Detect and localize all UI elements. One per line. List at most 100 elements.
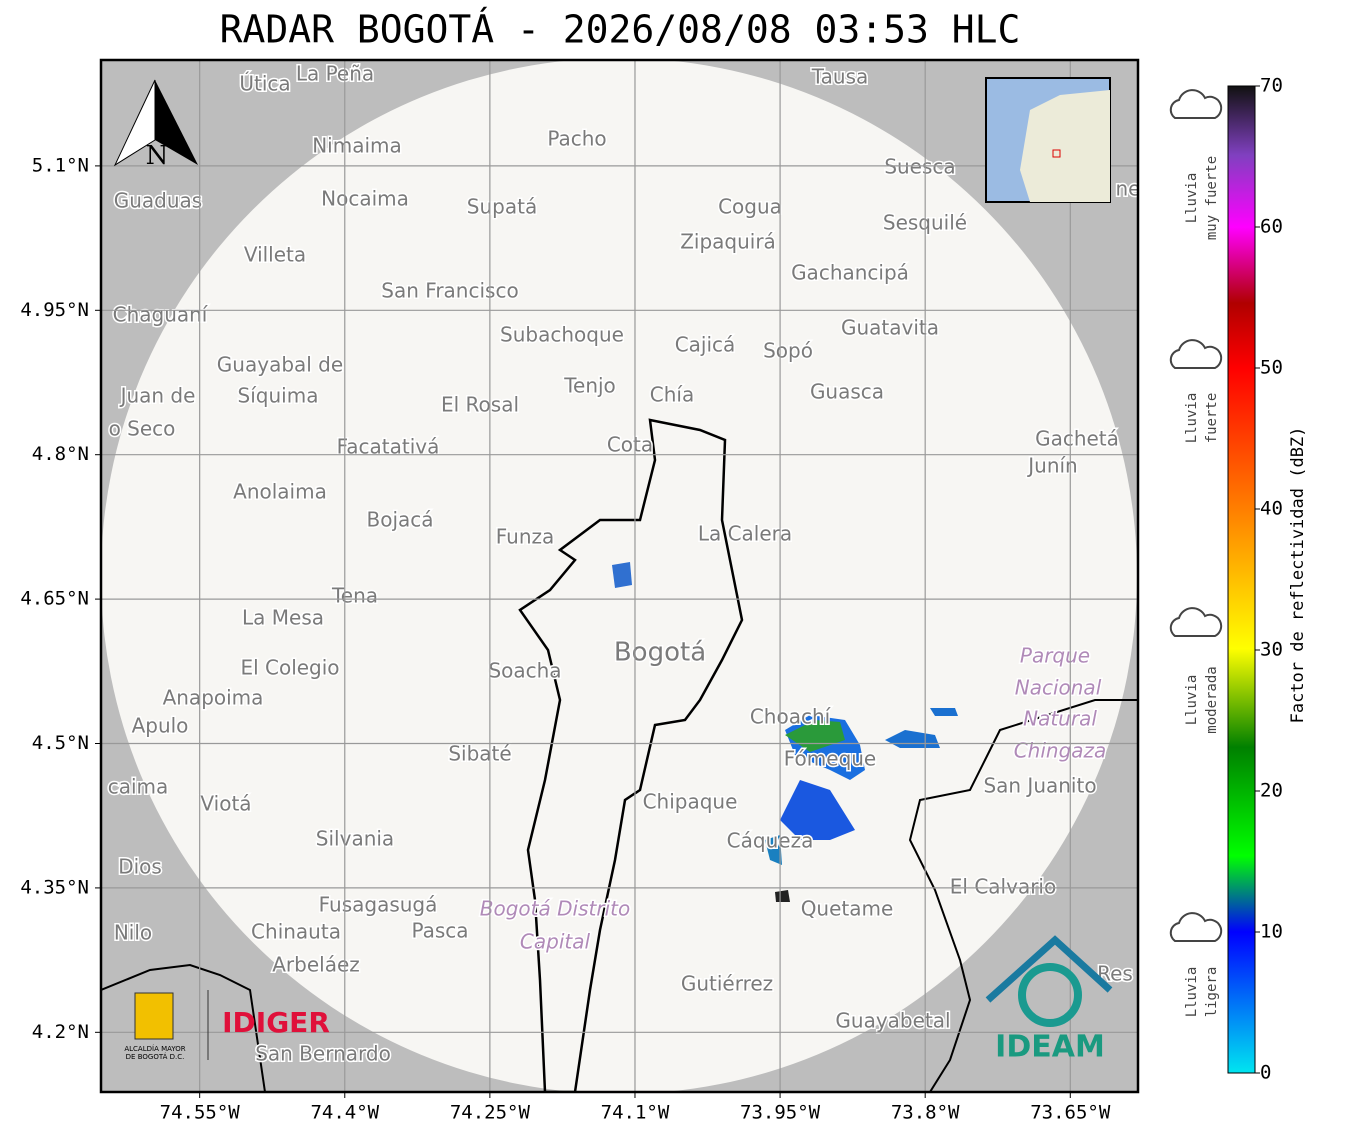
- y-tick-label: 5.1°N: [32, 154, 89, 176]
- place-label: Sopó: [763, 339, 813, 363]
- place-label: Cogua: [718, 195, 782, 219]
- place-label: Guayabetal: [835, 1009, 950, 1033]
- x-tick-label: 73.65°W: [1030, 1102, 1111, 1124]
- map: Útica La Peña Tausa Pacho Nimaima Guaduas Noca…: [101, 60, 1141, 1092]
- place-label: Pasca: [411, 919, 468, 943]
- y-tick-label: 4.2°N: [32, 1021, 89, 1043]
- place-label: Bogotá: [614, 638, 706, 668]
- place-label: Parque: [1020, 644, 1090, 668]
- place-label: Nimaima: [312, 134, 402, 158]
- place-label: Tena: [331, 584, 378, 608]
- place-label: San Juanito: [983, 774, 1096, 798]
- place-label: Chipaque: [643, 790, 738, 814]
- place-label: Villeta: [244, 243, 306, 267]
- y-tick-label: 4.95°N: [20, 299, 89, 321]
- place-label: Cajicá: [675, 333, 736, 357]
- place-label: Quetame: [801, 897, 894, 921]
- rain-icon: [1169, 912, 1223, 942]
- rain-icon: [1169, 607, 1223, 637]
- place-label: Tenjo: [563, 374, 616, 398]
- place-label: Capital: [520, 930, 591, 954]
- place-label: Cáqueza: [727, 829, 814, 853]
- place-label: Chía: [650, 383, 694, 407]
- idiger-logo: IDIGER: [222, 1006, 330, 1039]
- place-label: Sibaté: [448, 742, 511, 766]
- place-label: El Colegio: [240, 656, 339, 680]
- rain-icon: [1169, 89, 1223, 119]
- y-tick-label: 4.5°N: [32, 732, 89, 754]
- place-label: ne: [1116, 177, 1141, 201]
- place-label: Soacha: [488, 659, 561, 683]
- place-label: Guatavita: [841, 316, 939, 340]
- y-tick-label: 4.8°N: [32, 443, 89, 465]
- place-label: Gutiérrez: [681, 972, 773, 996]
- place-label: Chinauta: [251, 920, 341, 944]
- place-label: Viotá: [200, 792, 251, 816]
- place-label: Bogotá Distrito: [480, 897, 630, 921]
- boundary: [101, 963, 266, 1092]
- colorbar: [1227, 85, 1256, 1074]
- place-label: Juan de: [119, 384, 196, 408]
- ideam-emblem: [1018, 963, 1082, 1027]
- rain-icon: [1169, 339, 1223, 369]
- place-label: Suesca: [884, 155, 955, 179]
- place-label: Subachoque: [500, 323, 624, 347]
- alcaldia-text: DE BOGOTÁ D.C.: [126, 1052, 185, 1061]
- map-frame: [99, 58, 1140, 1094]
- title: RADAR BOGOTÁ - 2026/08/08 03:53 HLC: [220, 8, 1021, 52]
- rain-category-label: moderada: [1204, 666, 1220, 733]
- rain-category-label: Lluvia: [1184, 675, 1200, 726]
- place-label: Chaguaní: [113, 303, 209, 327]
- place-label: Funza: [496, 525, 555, 549]
- place-label: El Rosal: [441, 393, 519, 417]
- boundary: [908, 699, 1138, 1092]
- place-label: Pacho: [547, 127, 606, 151]
- rain-category-label: Lluvia: [1184, 173, 1200, 224]
- place-label: Dios: [118, 855, 162, 879]
- place-label: Útica: [239, 72, 290, 96]
- district-outline: [518, 418, 744, 1092]
- rain-category-label: Lluvia: [1184, 967, 1200, 1018]
- y-tick-label: 4.35°N: [20, 876, 89, 898]
- colorbar-tick-label: 40: [1260, 498, 1283, 520]
- colorbar-label: Factor de reflectividad (dBZ): [1288, 427, 1308, 724]
- place-label: Fómeque: [784, 747, 877, 771]
- place-label: Síquima: [238, 384, 319, 408]
- place-label: Natural: [1023, 707, 1097, 731]
- place-label: Anapoima: [163, 686, 264, 710]
- rain-category-label: Lluvia: [1184, 393, 1200, 444]
- colorbar-tick-label: 60: [1260, 216, 1283, 238]
- place-label: Chingaza: [1014, 739, 1107, 763]
- place-label: La Calera: [698, 522, 792, 546]
- place-label: Apulo: [132, 714, 189, 738]
- place-label: El Calvario: [950, 875, 1056, 899]
- north-arrow: [155, 80, 198, 165]
- place-label: San Bernardo: [255, 1042, 391, 1066]
- colorbar-tick-label: 70: [1260, 75, 1283, 97]
- place-label: Nilo: [114, 921, 152, 945]
- place-label: Guasca: [810, 380, 884, 404]
- place-label: Gachancipá: [791, 261, 909, 285]
- inset-locator: [1052, 149, 1061, 158]
- colorbar-tick-label: 50: [1260, 357, 1283, 379]
- ideam-emblem: [985, 935, 1113, 1003]
- place-label: Nacional: [1015, 676, 1102, 700]
- place-label: Choachí: [750, 705, 832, 729]
- colorbar-tick-label: 10: [1260, 921, 1283, 943]
- place-label: Nocaima: [321, 187, 409, 211]
- alcaldia-text: ALCALDÍA MAYOR: [124, 1044, 185, 1053]
- place-label: Fusagasugá: [319, 893, 438, 917]
- place-label: Gachetá: [1035, 427, 1119, 451]
- place-label: caima: [108, 775, 169, 799]
- x-tick-label: 74.25°W: [450, 1102, 531, 1124]
- place-label: Guayabal de: [217, 353, 343, 377]
- rain-category-label: muy fuerte: [1204, 156, 1220, 240]
- y-tick-label: 4.65°N: [20, 588, 89, 610]
- place-label: Res: [1097, 962, 1133, 986]
- place-label: San Francisco: [381, 279, 518, 303]
- place-label: Tausa: [811, 65, 869, 89]
- colorbar-tick-label: 0: [1260, 1062, 1271, 1084]
- colorbar-tick-label: 30: [1260, 639, 1283, 661]
- rain-category-label: ligera: [1204, 967, 1220, 1018]
- place-label: Cota: [607, 433, 653, 457]
